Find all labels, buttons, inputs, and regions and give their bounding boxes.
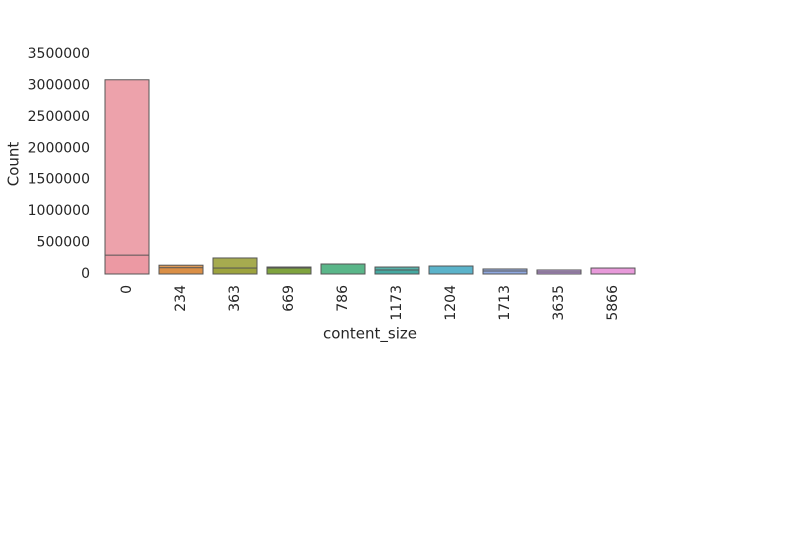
x-tick-label: 363 — [227, 285, 243, 312]
x-tick-label: 234 — [173, 285, 189, 312]
y-tick-label: 3500000 — [28, 46, 90, 62]
bar — [212, 267, 258, 275]
bar — [158, 267, 204, 275]
bar — [104, 254, 150, 275]
bar — [104, 79, 150, 275]
x-tick-label: 3635 — [551, 285, 567, 321]
bar — [320, 263, 366, 275]
x-tick-label: 1204 — [443, 285, 459, 321]
y-tick-label: 0 — [81, 266, 90, 282]
bar — [266, 267, 312, 275]
x-tick-label: 5866 — [605, 285, 621, 321]
x-tick-label: 669 — [281, 285, 297, 312]
y-tick-label: 2500000 — [28, 109, 90, 125]
bar — [374, 269, 420, 275]
y-tick-label: 500000 — [37, 235, 90, 251]
x-tick-label: 0 — [119, 285, 135, 294]
y-tick-label: 3000000 — [28, 77, 90, 93]
y-tick-label: 2000000 — [28, 140, 90, 156]
x-tick-label: 1173 — [389, 285, 405, 321]
bar — [482, 270, 528, 275]
y-axis-label: Count — [5, 142, 23, 187]
bar — [428, 265, 474, 275]
x-tick-label: 1713 — [497, 285, 513, 321]
x-tick-label: 786 — [335, 285, 351, 312]
y-tick-label: 1000000 — [28, 203, 90, 219]
bar — [590, 267, 636, 275]
y-tick-label: 1500000 — [28, 172, 90, 188]
x-axis-label: content_size — [323, 325, 417, 344]
bar — [536, 271, 582, 275]
